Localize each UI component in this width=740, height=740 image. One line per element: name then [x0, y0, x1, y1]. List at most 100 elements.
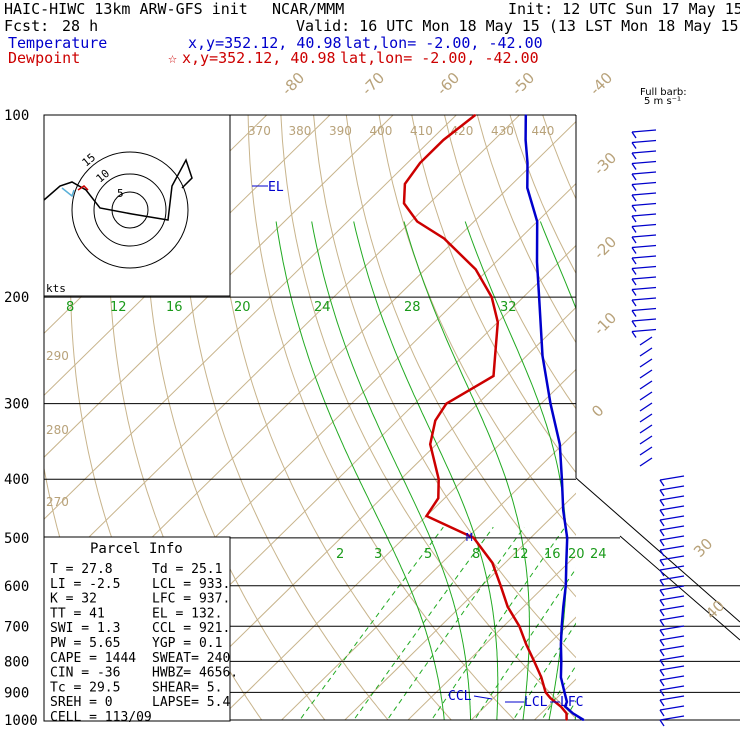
barb-shaft: [631, 297, 657, 301]
mixing-ratio-label-upper: 32: [500, 300, 517, 315]
dewpoint-legend: Dewpoint: [8, 49, 80, 67]
dewpoint-loc: x,y=352.12, 40.98: [182, 49, 336, 67]
barb-note-line1: Full barb:: [640, 87, 687, 98]
dewpoint-latlon: lat,lon= -2.00, -42.00: [340, 49, 539, 67]
lfc-label: LFC: [560, 695, 583, 710]
mixing-ratio-label-upper: 24: [314, 300, 331, 315]
barb-shaft: [659, 665, 685, 671]
parcel-row-a: LI = -2.5: [50, 577, 120, 592]
temperature-point: [560, 660, 563, 663]
pressure-label-900: 900: [4, 685, 29, 701]
parcel-row-a: Tc = 29.5: [50, 680, 120, 695]
mixing-ratio-label-lower: 3: [374, 547, 382, 562]
pressure-label-200: 200: [4, 290, 29, 306]
isotherm--110: [44, 115, 331, 396]
barb-shaft: [639, 457, 653, 467]
mixing-ratio-label-lower: 8: [472, 547, 480, 562]
barb-flag: [659, 619, 665, 627]
dewpoint-points: [403, 114, 568, 721]
dewpoint-point: [544, 691, 547, 694]
hodo-ring-10: [93, 173, 167, 247]
barb-shaft: [639, 424, 653, 434]
barb-shaft: [639, 358, 653, 368]
barb-flag: [631, 152, 637, 160]
parcel-info-title: Parcel Info: [90, 541, 183, 557]
pressure-label-800: 800: [4, 654, 29, 670]
barb-shaft: [659, 615, 685, 621]
barb-flag: [659, 489, 665, 497]
fcst-value: 28 h: [62, 17, 98, 35]
temperature-point: [526, 162, 529, 164]
temperature-point: [562, 509, 564, 512]
barb-flag: [659, 499, 665, 507]
pressure-label-500: 500: [4, 531, 29, 547]
barb-shaft: [639, 391, 653, 401]
barb-flag: [659, 529, 665, 537]
parcel-row-a: CELL = 113/09: [50, 710, 152, 725]
barb-shaft: [659, 605, 685, 611]
mixing-ratio-label-upper: 20: [234, 300, 251, 315]
mixing-ratio-8: [473, 567, 576, 720]
isotherm--30: [217, 368, 576, 720]
isotherm--40: [154, 306, 576, 720]
temperature-point: [564, 705, 566, 708]
isotherm-label: 30: [690, 535, 716, 561]
isotherm-label: -50: [508, 69, 538, 99]
dry-adiabat-340: [411, 115, 576, 474]
temperature-latlon: lat,lon= -2.00, -42.00: [344, 34, 543, 52]
barb-flag: [659, 719, 665, 727]
theta-side-label: 280: [46, 423, 69, 437]
parcel-info-frame: [43, 536, 231, 722]
temperature-point: [559, 443, 561, 446]
parcel-row-b: LAPSE= 5.4: [152, 695, 230, 710]
dewpoint-point: [403, 202, 405, 205]
hodo-ring-label-5: 5: [117, 187, 124, 200]
dry-adiabat-400: [598, 87, 740, 733]
barb-flag: [659, 519, 665, 527]
barb-flag: [659, 649, 665, 657]
barb-flag: [659, 589, 665, 597]
barb-flag: [659, 639, 665, 647]
dry-adiabat-410: [629, 87, 740, 733]
barb-shaft: [631, 265, 657, 270]
theta-labels: 370 380 390 400 410 420 430 440 290 280 270: [46, 124, 554, 509]
barb-shaft: [659, 685, 685, 691]
hodo-ring-15: [71, 151, 189, 269]
dry-adiabat-260: [145, 115, 326, 720]
barb-flag: [631, 173, 637, 181]
barb-flag: [659, 699, 665, 707]
pressure-label-400: 400: [4, 472, 29, 488]
theta-label: 390: [329, 124, 352, 138]
dewpoint-point: [560, 705, 562, 708]
dewpoint-point: [442, 139, 445, 141]
temperature-point: [561, 478, 563, 481]
parcel-info-rows: T = 27.8 Td = 25.1 LI = -2.5 LCL = 933. K = …: [50, 562, 238, 725]
temperature-point: [582, 719, 585, 721]
temperature-loc: x,y=352.12, 40.98: [188, 34, 342, 52]
barb-flag: [631, 331, 637, 338]
barb-flag: [659, 689, 665, 697]
dewpoint-point: [445, 402, 448, 405]
frame-diagonal-upper: [575, 477, 740, 623]
mixing-ratio-2: [353, 526, 494, 720]
dry-adiabat-360: [476, 115, 576, 344]
pressure-label-100: 100: [4, 108, 29, 124]
fcst-label: Fcst:: [4, 17, 49, 35]
parcel-row-b: CCL = 921.: [152, 621, 230, 636]
isotherm-40: [648, 87, 740, 733]
dewpoint-point: [416, 220, 419, 223]
isotherm-label: -20: [590, 233, 620, 263]
parcel-row-b: EL = 132.: [152, 606, 222, 621]
isotherm-label: -10: [590, 309, 620, 339]
mixing-ratio-label-lower: 5: [424, 547, 432, 562]
theta-label: 370: [248, 124, 271, 138]
mixing-ratio-labels: 8 12 16 20 24 28 32 2 3 5 8 12 16 20 24: [66, 300, 607, 562]
barb-shaft: [659, 555, 685, 561]
barb-flag: [631, 268, 637, 275]
isotherm-label: -80: [278, 69, 308, 99]
temperature-point: [566, 537, 568, 539]
dewpoint-point: [474, 114, 477, 116]
barb-shaft: [631, 328, 657, 333]
isotherm-label: 40: [702, 597, 728, 623]
theta-side-label: 290: [46, 349, 69, 363]
